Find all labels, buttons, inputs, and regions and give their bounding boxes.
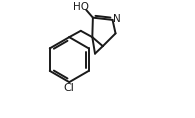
Text: N: N [113, 14, 121, 24]
Text: HO: HO [73, 2, 89, 12]
Text: Cl: Cl [64, 83, 75, 93]
